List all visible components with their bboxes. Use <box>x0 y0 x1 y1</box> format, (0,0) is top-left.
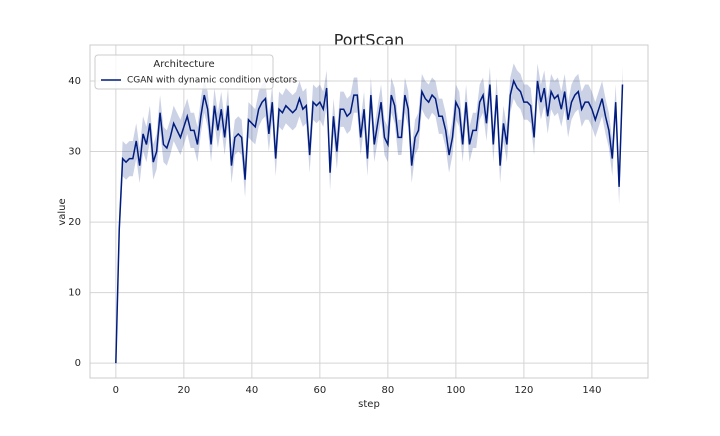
plot-frame <box>89 44 649 379</box>
line <box>115 78 624 364</box>
confidence-band <box>115 63 623 364</box>
legend-title: Architecture <box>153 59 214 70</box>
y-tick-label: 0 <box>75 358 81 369</box>
x-tick-label: 140 <box>582 385 601 396</box>
x-tick-label: 100 <box>446 385 465 396</box>
legend-label: CGAN with dynamic condition vectors <box>127 76 297 86</box>
x-tick-label: 0 <box>113 385 119 396</box>
legend-box <box>94 54 274 90</box>
x-tick-label: 60 <box>313 385 326 396</box>
y-tick-label: 20 <box>68 217 81 228</box>
y-axis-label: value <box>57 198 68 225</box>
x-tick-label: 120 <box>514 385 533 396</box>
y-tick-label: 30 <box>68 147 81 158</box>
chart-title: PortScan <box>334 31 405 50</box>
y-tick-label: 10 <box>68 288 81 299</box>
x-tick-label: 80 <box>382 385 395 396</box>
x-tick-label: 40 <box>245 385 258 396</box>
x-tick-label: 20 <box>177 385 190 396</box>
y-tick-label: 40 <box>68 76 81 87</box>
x-axis-label: step <box>358 399 380 410</box>
